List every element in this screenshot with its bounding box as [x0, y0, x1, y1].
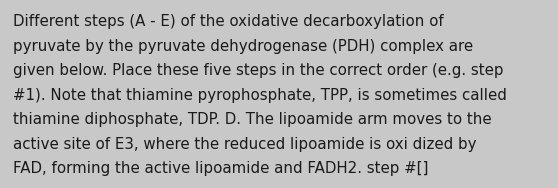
Text: thiamine diphosphate, TDP. D. The lipoamide arm moves to the: thiamine diphosphate, TDP. D. The lipoam… [13, 112, 492, 127]
Text: given below. Place these five steps in the correct order (e.g. step: given below. Place these five steps in t… [13, 63, 503, 78]
Text: pyruvate by the pyruvate dehydrogenase (PDH) complex are: pyruvate by the pyruvate dehydrogenase (… [13, 39, 473, 54]
Text: FAD, forming the active lipoamide and FADH2. step #[]: FAD, forming the active lipoamide and FA… [13, 161, 429, 176]
Text: Different steps (A - E) of the oxidative decarboxylation of: Different steps (A - E) of the oxidative… [13, 14, 444, 29]
Text: active site of E3, where the reduced lipoamide is oxi dized by: active site of E3, where the reduced lip… [13, 136, 477, 152]
Text: #1). Note that thiamine pyrophosphate, TPP, is sometimes called: #1). Note that thiamine pyrophosphate, T… [13, 87, 507, 102]
